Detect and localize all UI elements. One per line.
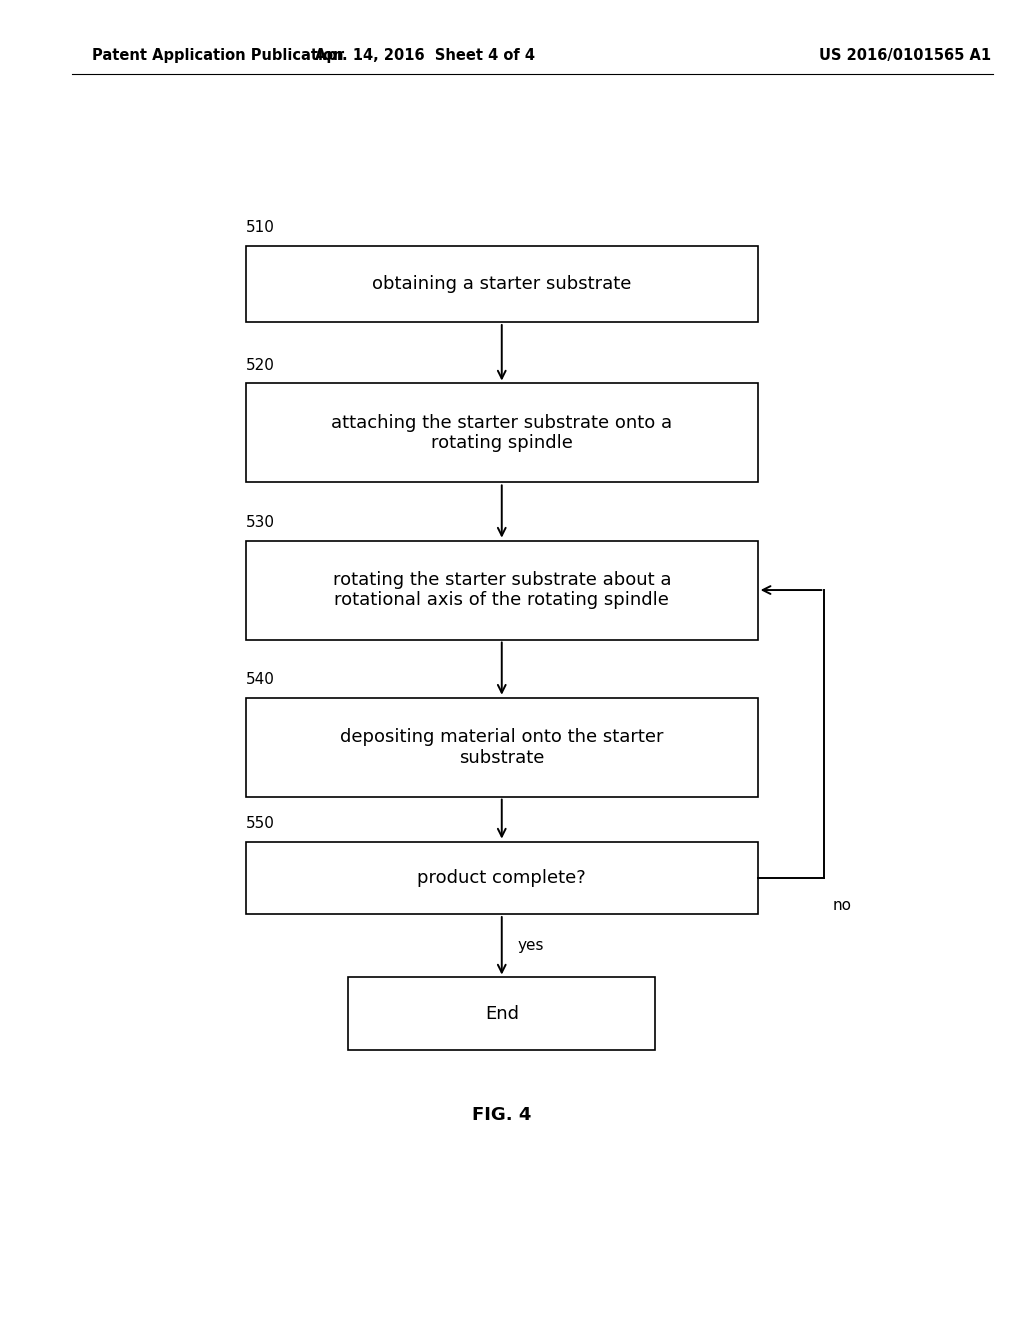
- Text: 510: 510: [246, 220, 274, 235]
- Text: US 2016/0101565 A1: US 2016/0101565 A1: [819, 48, 991, 63]
- Text: Patent Application Publication: Patent Application Publication: [92, 48, 344, 63]
- Bar: [246, 246, 758, 322]
- Text: yes: yes: [517, 939, 544, 953]
- Text: 540: 540: [246, 672, 274, 686]
- Bar: [246, 541, 758, 640]
- Text: rotating the starter substrate about a
rotational axis of the rotating spindle: rotating the starter substrate about a r…: [333, 570, 671, 610]
- Text: product complete?: product complete?: [418, 869, 586, 887]
- Text: 520: 520: [246, 358, 274, 372]
- Text: Apr. 14, 2016  Sheet 4 of 4: Apr. 14, 2016 Sheet 4 of 4: [315, 48, 535, 63]
- Bar: [246, 383, 758, 482]
- Text: attaching the starter substrate onto a
rotating spindle: attaching the starter substrate onto a r…: [331, 413, 673, 453]
- Text: End: End: [484, 1005, 519, 1023]
- Text: 530: 530: [246, 515, 274, 529]
- Text: FIG. 4: FIG. 4: [472, 1106, 531, 1125]
- Text: obtaining a starter substrate: obtaining a starter substrate: [372, 275, 632, 293]
- Text: 550: 550: [246, 816, 274, 832]
- Text: no: no: [833, 898, 852, 912]
- Bar: [348, 977, 655, 1051]
- Text: depositing material onto the starter
substrate: depositing material onto the starter sub…: [340, 727, 664, 767]
- Bar: [246, 697, 758, 796]
- Bar: [246, 842, 758, 915]
